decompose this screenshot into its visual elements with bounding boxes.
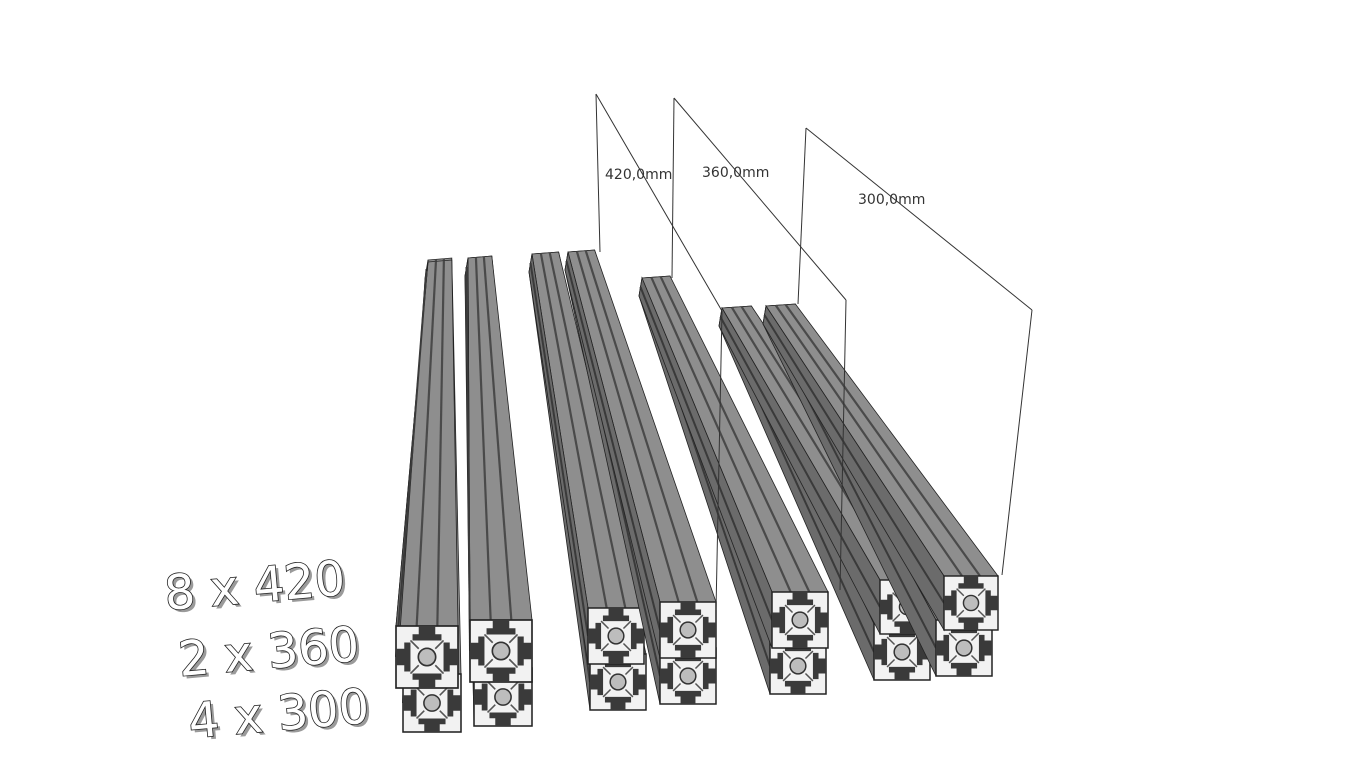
aluminium-profile-6 [528,251,645,665]
dimension-300: 300,0mm [797,127,1033,576]
aluminium-profile-10 [638,275,829,649]
dimension-label-300: 300,0mm [858,192,925,208]
profile-group [394,249,999,733]
aluminium-profile-2 [394,259,460,690]
aluminium-profile-8 [564,249,717,659]
dimension-label-420: 420,0mm [605,167,672,183]
quantity-list: 8 x 420 8 x 420 2 x 360 2 x 360 4 x 300 … [161,550,374,753]
aluminium-profile-4 [464,255,534,684]
aluminium-profile-14 [762,303,999,632]
dimension-360: 360,0mm [671,97,847,591]
dimension-label-360: 360,0mm [702,165,769,181]
dimension-group: 420,0mm 360,0mm 300,0mm [595,93,1033,611]
dimension-420: 420,0mm [595,93,723,611]
